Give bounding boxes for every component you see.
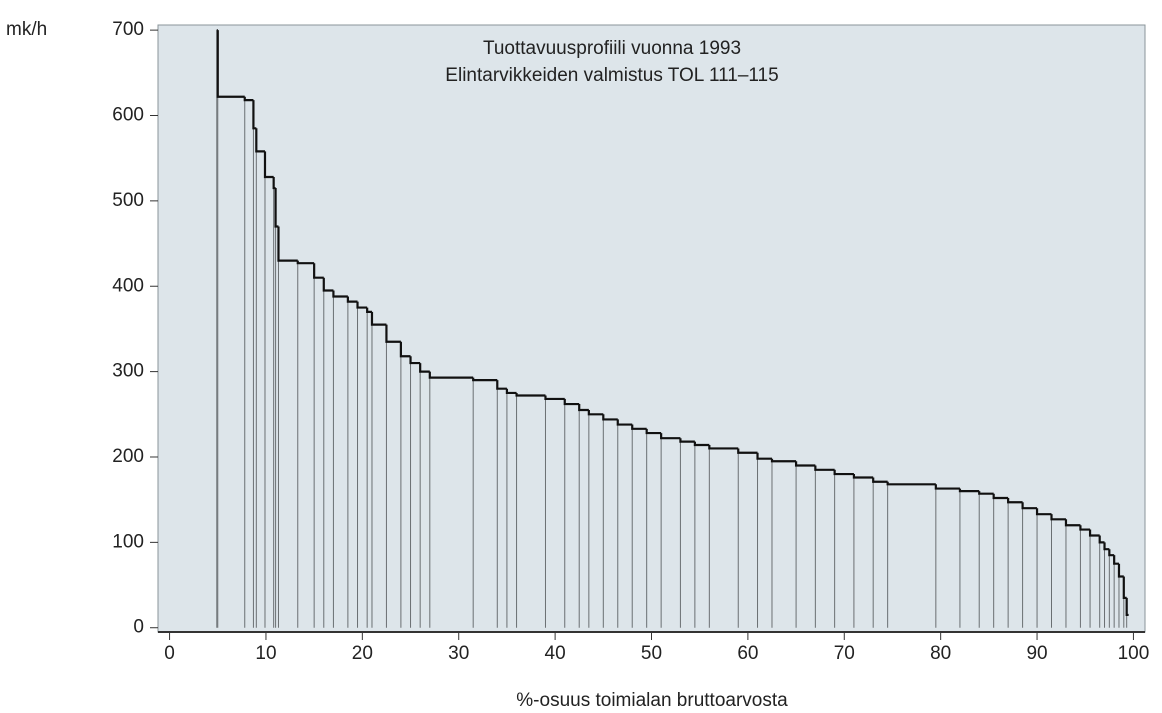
step [216,30,245,98]
step [872,477,888,483]
step [472,377,498,382]
step [399,341,411,358]
step [1007,497,1023,504]
step [544,395,565,401]
step [1113,555,1119,565]
step [679,438,695,443]
step [419,363,430,373]
chart-title: Tuottavuusprofiili vuonna 1993 [483,38,741,59]
step [616,419,633,426]
step [1103,542,1110,551]
step [578,404,589,412]
step [1064,519,1081,527]
x-tick-label: 50 [641,643,662,664]
step [587,410,604,416]
step [496,380,507,390]
x-tick-label: 30 [448,643,469,664]
step [277,226,298,262]
y-tick-label: 700 [112,19,144,40]
step [708,445,739,450]
step [645,428,662,435]
x-axis-label: %-osuus toimialan bruttoarvosta [516,690,788,711]
step [794,461,816,467]
step [660,433,681,440]
y-tick-label: 600 [112,105,144,126]
step [958,488,980,493]
step [428,371,474,379]
x-tick-label: 20 [352,643,373,664]
step [1108,549,1115,557]
step [356,301,368,309]
step [978,491,994,495]
x-tick-label: 90 [1026,643,1047,664]
y-tick-label: 0 [133,617,144,638]
x-tick-label: 10 [255,643,276,664]
y-tick-label: 200 [112,446,144,467]
step [833,469,854,476]
step [1125,597,1129,617]
step [322,277,334,292]
x-tick-label: 60 [737,643,758,664]
step [814,465,835,471]
step [332,290,348,298]
step [370,311,387,326]
step [992,493,1009,500]
step [263,151,274,179]
step [313,263,324,279]
step [1098,535,1105,544]
step [255,128,265,153]
step [515,392,546,397]
step [631,424,647,430]
step [1088,529,1100,537]
step [1117,563,1124,578]
step [1021,502,1038,510]
step [243,96,254,102]
step [852,474,874,479]
y-tick-label: 100 [112,531,144,552]
step [602,414,618,421]
step [756,452,772,460]
step [385,324,401,343]
y-tick-label: 500 [112,190,144,211]
x-tick-label: 80 [930,643,951,664]
step [563,398,580,406]
x-tick-label: 0 [164,643,175,664]
y-tick-label: 300 [112,361,144,382]
y-axis-label: mk/h [6,19,47,40]
x-tick-label: 40 [545,643,566,664]
step [737,448,758,454]
chart-title: Elintarvikkeiden valmistus TOL 111–115 [445,65,778,86]
step [409,356,421,365]
step [346,296,358,303]
step [1035,508,1052,516]
x-tick-label: 70 [834,643,855,664]
step [1050,514,1066,521]
step [693,441,710,447]
step [1079,525,1091,531]
step [366,307,372,313]
step [505,388,517,395]
step [770,458,797,463]
plot-area [157,24,1146,633]
y-tick-label: 400 [112,275,144,296]
step [886,481,936,486]
x-tick-label: 100 [1118,643,1150,664]
step [934,484,960,490]
step [296,260,315,265]
